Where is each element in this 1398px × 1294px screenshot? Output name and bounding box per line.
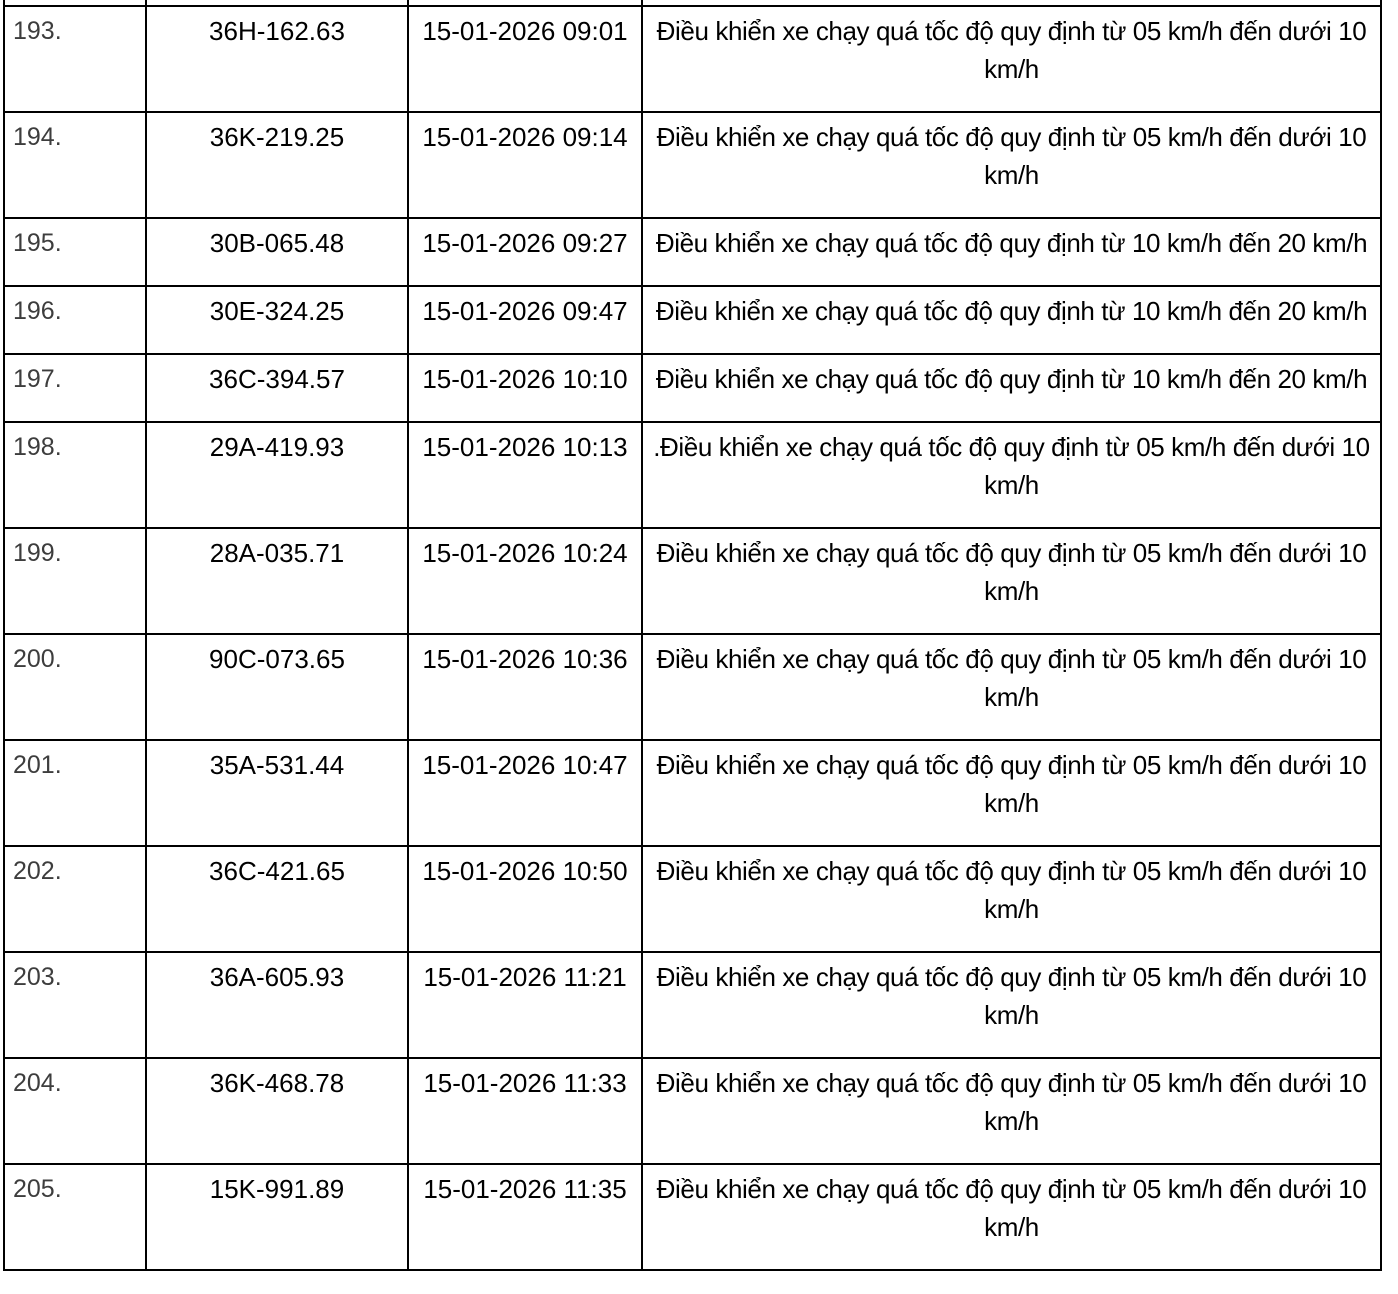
violation-row: 200. 90C-073.65 15-01-2026 10:36 Điều kh…: [3, 633, 1382, 741]
violation-row: 203. 36A-605.93 15-01-2026 11:21 Điều kh…: [3, 951, 1382, 1059]
clipped-row-above: [3, 0, 1382, 7]
violation-description-cell: Điều khiển xe chạy quá tốc độ quy định t…: [641, 5, 1382, 113]
license-plate-cell: 28A-035.71: [145, 527, 409, 635]
license-plate-cell: 30B-065.48: [145, 217, 409, 287]
violation-datetime-cell: 15-01-2026 10:13: [407, 421, 643, 529]
violation-datetime-cell: [407, 0, 643, 7]
violation-datetime-cell: 15-01-2026 10:10: [407, 353, 643, 423]
license-plate-cell: 36H-162.63: [145, 5, 409, 113]
violations-table-body: 193. 36H-162.63 15-01-2026 09:01 Điều kh…: [3, 0, 1382, 1271]
license-plate-cell: 30E-324.25: [145, 285, 409, 355]
violation-row: 196. 30E-324.25 15-01-2026 09:47 Điều kh…: [3, 285, 1382, 355]
row-number-cell: 198.: [3, 421, 147, 529]
violation-datetime-cell: 15-01-2026 10:24: [407, 527, 643, 635]
violation-row: 193. 36H-162.63 15-01-2026 09:01 Điều kh…: [3, 5, 1382, 113]
violation-datetime-cell: 15-01-2026 11:33: [407, 1057, 643, 1165]
row-number-cell: 193.: [3, 5, 147, 113]
license-plate-cell: 36A-605.93: [145, 951, 409, 1059]
row-number-cell: 203.: [3, 951, 147, 1059]
row-number-cell: 194.: [3, 111, 147, 219]
license-plate-cell: [145, 0, 409, 7]
row-number-cell: 204.: [3, 1057, 147, 1165]
row-number-cell: 202.: [3, 845, 147, 953]
row-number-cell: [3, 0, 147, 7]
violation-description-cell: Điều khiển xe chạy quá tốc độ quy định t…: [641, 285, 1382, 355]
violation-row: 198. 29A-419.93 15-01-2026 10:13 .Điều k…: [3, 421, 1382, 529]
row-number-cell: 195.: [3, 217, 147, 287]
violation-row: 199. 28A-035.71 15-01-2026 10:24 Điều kh…: [3, 527, 1382, 635]
violation-datetime-cell: 15-01-2026 09:27: [407, 217, 643, 287]
license-plate-cell: 36K-468.78: [145, 1057, 409, 1165]
row-number-cell: 196.: [3, 285, 147, 355]
violation-description-cell: Điều khiển xe chạy quá tốc độ quy định t…: [641, 217, 1382, 287]
license-plate-cell: 36K-219.25: [145, 111, 409, 219]
row-number-cell: 201.: [3, 739, 147, 847]
violation-row: 195. 30B-065.48 15-01-2026 09:27 Điều kh…: [3, 217, 1382, 287]
violation-description-cell: Điều khiển xe chạy quá tốc độ quy định t…: [641, 1057, 1382, 1165]
violation-datetime-cell: 15-01-2026 09:14: [407, 111, 643, 219]
violation-datetime-cell: 15-01-2026 11:35: [407, 1163, 643, 1271]
violation-row: 201. 35A-531.44 15-01-2026 10:47 Điều kh…: [3, 739, 1382, 847]
violation-description-cell: Điều khiển xe chạy quá tốc độ quy định t…: [641, 633, 1382, 741]
license-plate-cell: 29A-419.93: [145, 421, 409, 529]
violation-description-cell: [641, 0, 1382, 7]
license-plate-cell: 36C-394.57: [145, 353, 409, 423]
violation-description-cell: Điều khiển xe chạy quá tốc độ quy định t…: [641, 1163, 1382, 1271]
violation-datetime-cell: 15-01-2026 10:50: [407, 845, 643, 953]
row-number-cell: 205.: [3, 1163, 147, 1271]
violation-description-cell: Điều khiển xe chạy quá tốc độ quy định t…: [641, 353, 1382, 423]
license-plate-cell: 36C-421.65: [145, 845, 409, 953]
violation-description-cell: .Điều khiển xe chạy quá tốc độ quy định …: [641, 421, 1382, 529]
violation-description-cell: Điều khiển xe chạy quá tốc độ quy định t…: [641, 739, 1382, 847]
license-plate-cell: 90C-073.65: [145, 633, 409, 741]
violation-row: 194. 36K-219.25 15-01-2026 09:14 Điều kh…: [3, 111, 1382, 219]
violation-datetime-cell: 15-01-2026 09:01: [407, 5, 643, 113]
violation-description-cell: Điều khiển xe chạy quá tốc độ quy định t…: [641, 951, 1382, 1059]
violation-description-cell: Điều khiển xe chạy quá tốc độ quy định t…: [641, 527, 1382, 635]
row-number-cell: 197.: [3, 353, 147, 423]
violation-row: 202. 36C-421.65 15-01-2026 10:50 Điều kh…: [3, 845, 1382, 953]
row-number-cell: 199.: [3, 527, 147, 635]
violation-row: 205. 15K-991.89 15-01-2026 11:35 Điều kh…: [3, 1163, 1382, 1271]
violation-row: 197. 36C-394.57 15-01-2026 10:10 Điều kh…: [3, 353, 1382, 423]
license-plate-cell: 35A-531.44: [145, 739, 409, 847]
violation-datetime-cell: 15-01-2026 10:36: [407, 633, 643, 741]
violation-row: 204. 36K-468.78 15-01-2026 11:33 Điều kh…: [3, 1057, 1382, 1165]
violation-datetime-cell: 15-01-2026 09:47: [407, 285, 643, 355]
violations-table: 193. 36H-162.63 15-01-2026 09:01 Điều kh…: [3, 0, 1382, 1271]
violation-description-cell: Điều khiển xe chạy quá tốc độ quy định t…: [641, 111, 1382, 219]
license-plate-cell: 15K-991.89: [145, 1163, 409, 1271]
violation-datetime-cell: 15-01-2026 10:47: [407, 739, 643, 847]
row-number-cell: 200.: [3, 633, 147, 741]
violation-datetime-cell: 15-01-2026 11:21: [407, 951, 643, 1059]
violation-description-cell: Điều khiển xe chạy quá tốc độ quy định t…: [641, 845, 1382, 953]
